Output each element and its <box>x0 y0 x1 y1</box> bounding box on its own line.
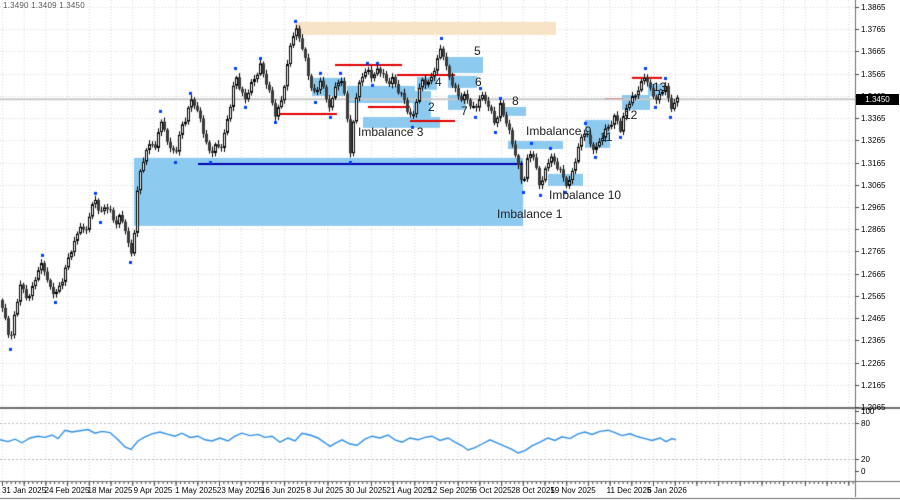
current-price-tag: 1.3450 <box>856 94 899 105</box>
ohlc-info-text: 1.3490 1.3409 1.3450 <box>3 1 85 10</box>
